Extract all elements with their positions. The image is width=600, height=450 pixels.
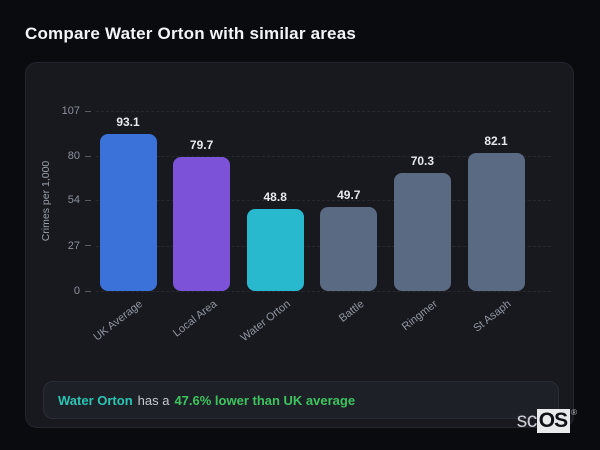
gridline <box>96 156 551 158</box>
bar-value-label-st-asaph: 82.1 <box>484 133 508 148</box>
y-axis-tick: 107 <box>62 104 91 118</box>
x-axis-label-water-orton: Water Orton <box>238 298 293 345</box>
bar-ringmer[interactable] <box>393 172 451 291</box>
gridline <box>96 291 551 292</box>
gridline <box>96 111 551 112</box>
bar-value-label-battle: 49.7 <box>337 188 361 203</box>
y-tick-value: 27 <box>67 239 80 252</box>
bar-water-orton[interactable] <box>246 208 304 291</box>
chart-card: Crimes per 1,000 0 27 54 80 107 93.1 UK Averag… <box>25 62 574 428</box>
note-stat-text: 47.6% lower than UK average <box>174 392 356 408</box>
x-axis-label-local-area: Local Area <box>170 298 219 340</box>
brand-logo: sc OS ® <box>516 408 577 433</box>
x-axis-label-st-asaph: St Asaph <box>471 298 514 335</box>
gridline <box>96 200 551 202</box>
x-axis-label-battle: Battle <box>336 298 367 325</box>
bar-battle[interactable] <box>320 207 378 291</box>
bar-value-label-water-orton: 48.8 <box>263 189 287 204</box>
bar-local-area[interactable] <box>173 156 231 291</box>
tick-mark <box>85 110 91 112</box>
y-axis-tick: 0 <box>74 284 91 298</box>
note-box: Water Orton has a 47.6% lower than UK av… <box>43 381 559 419</box>
registered-trademark-icon: ® <box>571 408 577 417</box>
page-title: Compare Water Orton with similar areas <box>25 24 357 43</box>
bar-value-label-uk-average: 93.1 <box>116 115 140 130</box>
y-tick-value: 107 <box>61 105 80 117</box>
logo-boxed-text: OS <box>536 409 571 433</box>
bar-value-label-ringmer: 70.3 <box>410 153 435 168</box>
bar-value-label-local-area: 79.7 <box>189 137 214 152</box>
y-axis-tick: 54 <box>68 193 91 207</box>
y-axis-tick: 80 <box>68 149 91 163</box>
y-tick-value: 0 <box>73 285 80 297</box>
tick-mark <box>85 290 91 292</box>
bar-st-asaph[interactable] <box>467 152 525 291</box>
note-middle-text: has a <box>137 392 170 408</box>
y-tick-value: 54 <box>67 194 80 207</box>
y-axis-title: Crimes per 1,000 <box>40 160 52 242</box>
bar-uk-average[interactable] <box>99 134 157 291</box>
logo-prefix: sc <box>516 409 538 432</box>
y-tick-value: 80 <box>67 150 80 163</box>
tick-mark <box>85 155 91 157</box>
note-area-name: Water Orton <box>58 392 133 408</box>
plot-area: 0 27 54 80 107 93.1 UK Average 79.7 Local Area 48… <box>62 105 551 344</box>
y-axis-tick: 27 <box>68 239 91 253</box>
tick-mark <box>85 199 91 201</box>
x-axis-label-uk-average: UK Average <box>91 298 146 344</box>
tick-mark <box>85 245 91 247</box>
x-axis-label-ringmer: Ringmer <box>399 298 440 334</box>
